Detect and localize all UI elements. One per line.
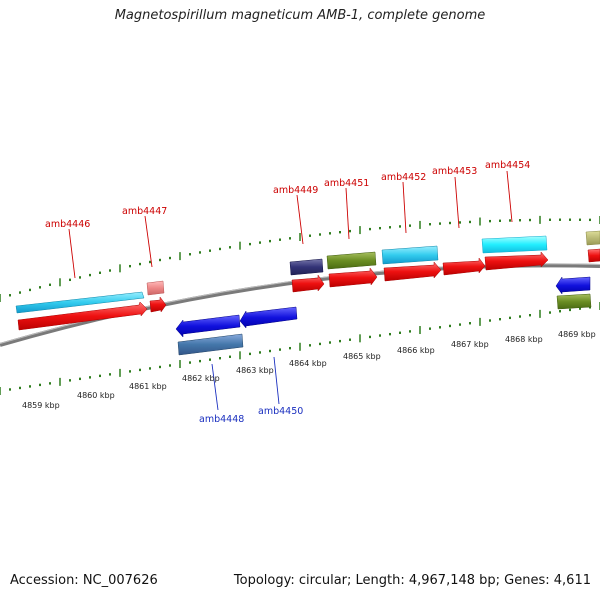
gene-label-amb4454[interactable]: amb4454 (485, 160, 530, 171)
gene-label-amb4451[interactable]: amb4451 (324, 178, 369, 189)
gene-amb4450-cds[interactable] (239, 306, 298, 329)
gene-amb4452-feature[interactable] (381, 245, 439, 265)
scale-label: 4864 kbp (289, 359, 327, 368)
scale-label: 4868 kbp (505, 335, 543, 344)
gene-amb4451-cds[interactable] (328, 267, 378, 288)
scale-label: 4865 kbp (343, 352, 381, 361)
outer-scale (0, 215, 600, 302)
gene-labels-top: amb4446 amb4447 amb4449 amb4451 amb4452 amb44… (45, 160, 530, 230)
gene-amb4449-cds[interactable] (291, 274, 325, 293)
scale-label: 4860 kbp (77, 391, 115, 400)
gene-right-reverse-cds[interactable] (555, 276, 591, 295)
gene-label-amb4448[interactable]: amb4448 (199, 414, 244, 425)
genome-backbone (0, 263, 600, 347)
scale-label: 4862 kbp (182, 374, 220, 383)
gene-amb4448-cds[interactable] (175, 314, 241, 338)
scale-label: 4859 kbp (22, 401, 60, 410)
gene-amb4446-cds[interactable] (17, 301, 148, 331)
gene-amb4447-feature[interactable] (146, 280, 165, 296)
gene-labels-bottom: amb4448 amb4450 (199, 406, 303, 425)
gene-amb4449-feature[interactable] (289, 258, 324, 276)
gene-label-amb4452[interactable]: amb4452 (381, 172, 426, 183)
gene-amb4447-cds[interactable] (149, 296, 167, 313)
gene-amb4446-feature[interactable] (15, 291, 145, 314)
gene-amb4453-cds[interactable] (442, 257, 486, 276)
gene-label-amb4446[interactable]: amb4446 (45, 219, 90, 230)
gene-amb4448-feature[interactable] (177, 333, 244, 356)
scale-label: 4866 kbp (397, 346, 435, 355)
gene-label-amb4447[interactable]: amb4447 (122, 206, 167, 217)
scale-label: 4863 kbp (236, 366, 274, 375)
gene-right-edge-cds[interactable] (587, 248, 600, 263)
gene-right-reverse-feature[interactable] (556, 293, 592, 310)
gene-amb4452-cds[interactable] (383, 261, 442, 282)
accession-label: Accession: NC_007626 (10, 573, 158, 588)
gene-right-edge-feature[interactable] (585, 230, 600, 246)
scale-label: 4869 kbp (558, 330, 596, 339)
label-leaders (68, 170, 513, 411)
gene-label-amb4450[interactable]: amb4450 (258, 406, 303, 417)
gene-label-amb4453[interactable]: amb4453 (432, 166, 477, 177)
genome-title: Magnetospirillum magneticum AMB-1, compl… (114, 8, 486, 23)
scale-label: 4867 kbp (451, 340, 489, 349)
gene-label-amb4449[interactable]: amb4449 (273, 185, 318, 196)
gene-amb4451-feature[interactable] (326, 251, 377, 270)
scale-label: 4861 kbp (129, 382, 167, 391)
scale-labels: 4859 kbp 4860 kbp 4861 kbp 4862 kbp 4863 kbp… (22, 330, 596, 410)
genome-summary: Topology: circular; Length: 4,967,148 bp… (233, 573, 591, 588)
gene-amb4454-cds[interactable] (484, 251, 549, 271)
gene-amb4454-feature[interactable] (481, 235, 548, 254)
